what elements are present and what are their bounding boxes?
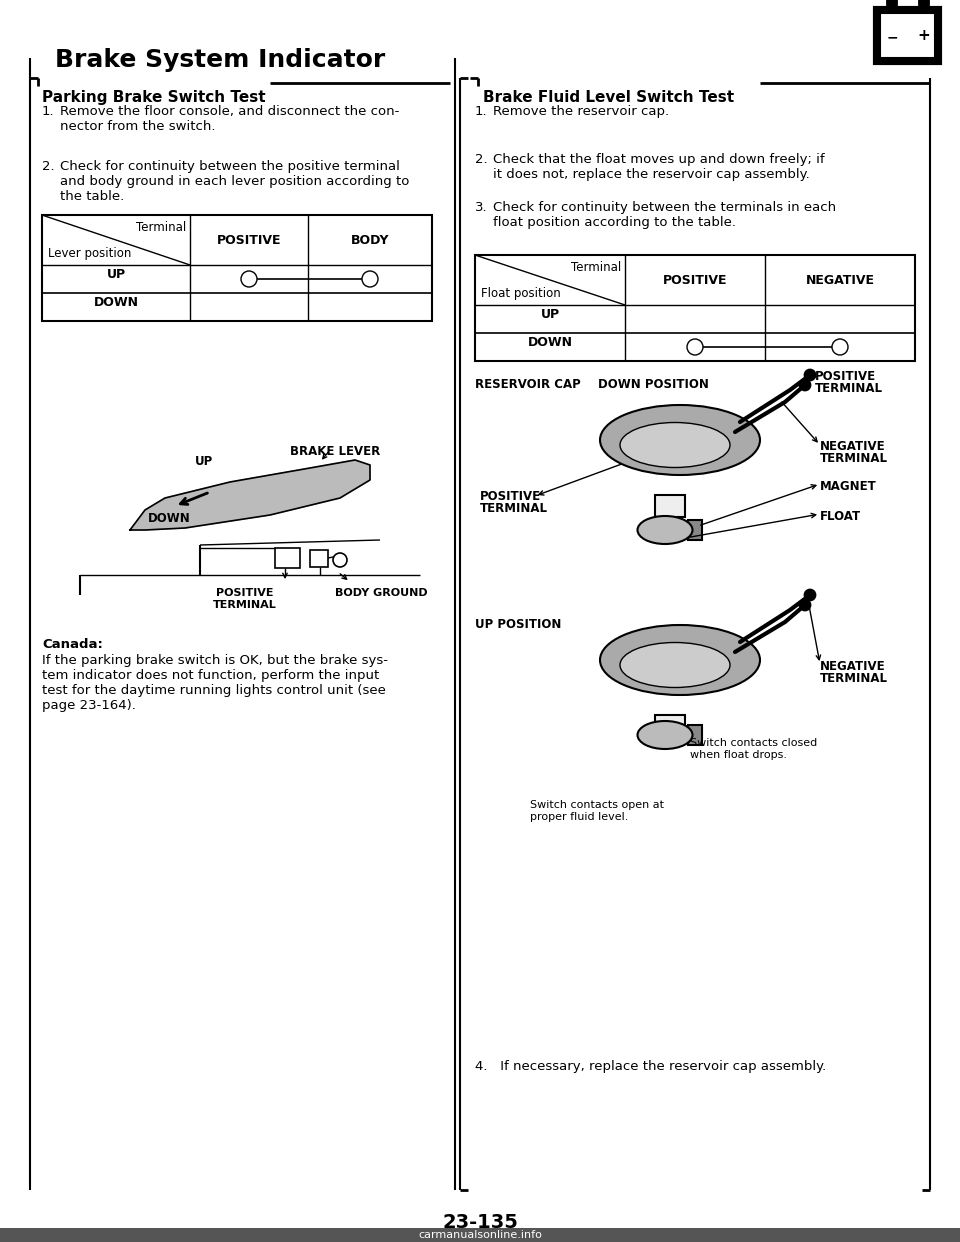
Text: TERMINAL: TERMINAL [480,502,548,515]
Text: Lever position: Lever position [48,247,132,260]
Text: POSITIVE: POSITIVE [662,273,728,287]
Circle shape [805,370,815,380]
Text: UP: UP [540,308,560,320]
Ellipse shape [637,722,692,749]
Bar [875,7,940,63]
Text: NEGATIVE: NEGATIVE [805,273,875,287]
Text: DOWN POSITION: DOWN POSITION [598,378,708,391]
Text: If the parking brake switch is OK, but the brake sys-
tem indicator does not fun: If the parking brake switch is OK, but t… [42,655,388,712]
Text: Remove the reservoir cap.: Remove the reservoir cap. [493,106,669,118]
Text: 2.: 2. [42,160,55,173]
Text: +: + [917,29,929,43]
Circle shape [805,590,815,600]
Bar [655,496,685,517]
Ellipse shape [637,515,692,544]
Text: 23-135: 23-135 [442,1213,518,1232]
Circle shape [800,380,810,390]
Circle shape [832,339,848,355]
Text: DOWN: DOWN [148,512,191,525]
Text: carmanualsonline.info: carmanualsonline.info [418,1230,542,1240]
Text: POSITIVE: POSITIVE [815,370,876,383]
Text: UP: UP [195,455,213,468]
Text: NEGATIVE: NEGATIVE [820,440,886,453]
Circle shape [241,271,257,287]
Text: Canada:: Canada: [42,638,103,651]
Text: Check for continuity between the terminals in each
float position according to t: Check for continuity between the termina… [493,201,836,229]
Ellipse shape [620,422,730,467]
Text: BODY GROUND: BODY GROUND [335,587,427,597]
Bar [880,12,935,58]
Text: Switch contacts open at: Switch contacts open at [530,800,664,810]
Text: Check for continuity between the positive terminal
and body ground in each lever: Check for continuity between the positiv… [60,160,409,202]
Text: 4.   If necessary, replace the reservoir cap assembly.: 4. If necessary, replace the reservoir c… [475,1059,827,1073]
Text: UP: UP [107,267,126,281]
Text: 2.: 2. [475,153,488,166]
Text: BODY: BODY [350,233,389,246]
Bar [0,1228,960,1242]
Text: when float drops.: when float drops. [690,750,787,760]
Text: RESERVOIR CAP: RESERVOIR CAP [475,378,581,391]
Bar [688,725,702,745]
Bar [887,0,896,9]
Bar [919,0,928,9]
Text: UP POSITION: UP POSITION [475,619,562,631]
Ellipse shape [600,625,760,696]
Text: 1.: 1. [475,106,488,118]
Text: TERMINAL: TERMINAL [820,672,888,686]
Text: Switch contacts closed: Switch contacts closed [690,738,817,748]
Bar [688,520,702,540]
Text: NEGATIVE: NEGATIVE [820,660,886,673]
Text: 3.: 3. [475,201,488,214]
Text: DOWN: DOWN [527,335,572,349]
Text: TERMINAL: TERMINAL [815,383,883,395]
Text: proper fluid level.: proper fluid level. [530,812,629,822]
Text: TERMINAL: TERMINAL [820,452,888,465]
Text: Float position: Float position [481,287,561,301]
Text: FLOAT: FLOAT [820,510,861,523]
Bar [275,548,300,568]
Text: POSITIVE: POSITIVE [217,233,281,246]
Text: −: − [887,30,899,43]
Text: Parking Brake Switch Test: Parking Brake Switch Test [42,89,266,106]
Bar [310,550,328,568]
Bar [655,715,685,737]
Text: Remove the floor console, and disconnect the con-
nector from the switch.: Remove the floor console, and disconnect… [60,106,399,133]
Text: Terminal: Terminal [571,261,621,274]
Text: POSITIVE: POSITIVE [480,491,541,503]
Ellipse shape [620,642,730,688]
Text: BRAKE LEVER: BRAKE LEVER [290,445,380,458]
Text: Check that the float moves up and down freely; if
it does not, replace the reser: Check that the float moves up and down f… [493,153,825,181]
Polygon shape [130,460,370,530]
Text: Brake Fluid Level Switch Test: Brake Fluid Level Switch Test [483,89,734,106]
Ellipse shape [600,405,760,474]
Text: POSITIVE: POSITIVE [216,587,274,597]
Circle shape [333,553,347,568]
Text: TERMINAL: TERMINAL [213,600,276,610]
Circle shape [800,600,810,610]
Text: MAGNET: MAGNET [820,479,876,493]
Text: Terminal: Terminal [135,221,186,233]
Bar [475,255,915,361]
Circle shape [362,271,378,287]
Text: 1.: 1. [42,106,55,118]
Bar [42,215,432,320]
Circle shape [687,339,703,355]
Text: Brake System Indicator: Brake System Indicator [55,48,385,72]
Text: DOWN: DOWN [93,296,138,308]
